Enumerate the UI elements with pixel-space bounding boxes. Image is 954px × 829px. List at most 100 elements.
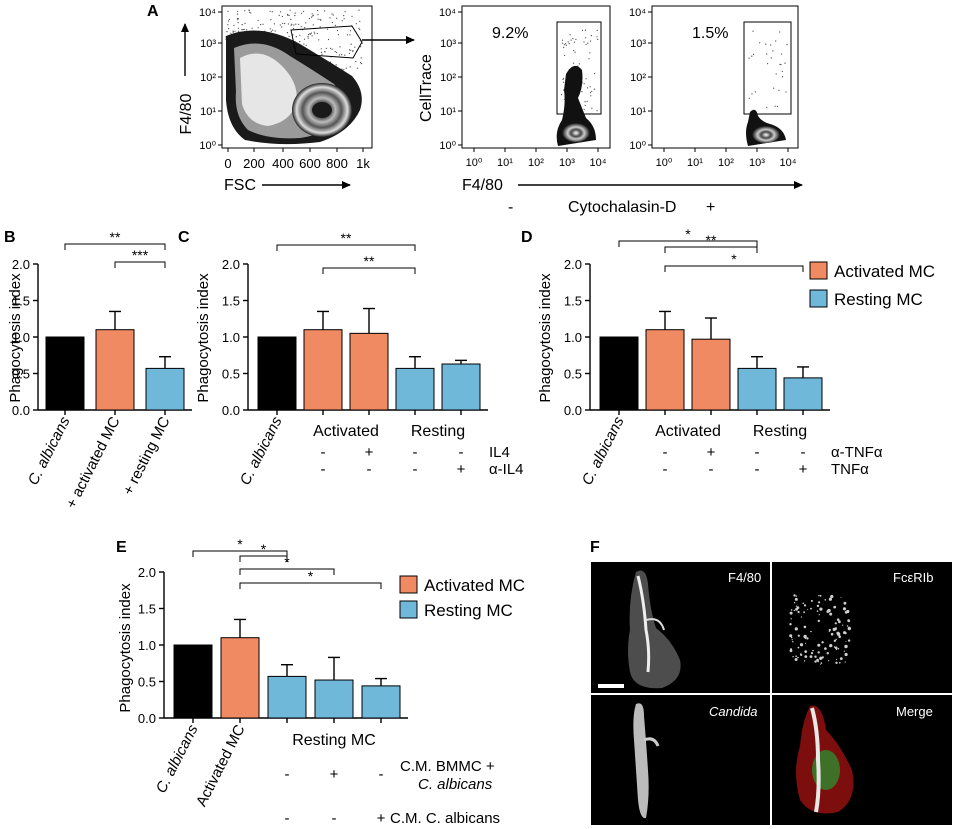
gate-polygon <box>290 25 363 59</box>
fceri-b-speckle <box>794 658 798 661</box>
significance-bracket <box>276 244 416 251</box>
fceri-b-speckle <box>799 643 804 647</box>
fceri-b-speckle <box>836 631 840 635</box>
fceri-b-speckle <box>800 616 803 618</box>
scatter-event <box>227 24 229 26</box>
scatter-event <box>324 51 326 53</box>
scatter-event <box>355 23 357 25</box>
fceri-b-speckle <box>789 634 793 638</box>
hist-event <box>563 81 565 83</box>
fceri-b-speckle <box>816 610 819 612</box>
fceri-b-speckle <box>806 637 809 640</box>
cytoD-label: Cytochalasin-D <box>568 199 676 216</box>
significance-label: * <box>308 568 314 584</box>
scatter-y-tick-label: 10¹ <box>200 106 216 118</box>
scatter-event <box>237 27 239 29</box>
hist-event <box>751 93 753 95</box>
scatter-event <box>358 27 360 29</box>
significance-label: ** <box>364 253 375 269</box>
x-label-resting: Resting <box>411 423 465 440</box>
fceri-b-speckle <box>803 634 807 639</box>
scatter-x-label: FSC <box>224 177 256 194</box>
hist-y-tick-label: 10³ <box>630 38 646 50</box>
hist-event <box>587 87 589 89</box>
scatter-event <box>237 22 239 24</box>
hist-event <box>785 91 787 93</box>
scatter-event <box>250 12 252 14</box>
hist-event <box>593 88 596 90</box>
scatter-event <box>272 29 274 31</box>
hist1-x-ticks: 10⁰ 10¹ 10² 10³ 10⁴ <box>466 148 607 169</box>
scatter-event <box>294 15 296 17</box>
y-tick-label: 1.0 <box>138 638 156 653</box>
scatter-event <box>230 32 232 34</box>
x-label-activated: Activated <box>313 423 379 440</box>
hist-event <box>765 43 767 45</box>
panel-label-c: C <box>178 229 190 246</box>
scatter-event <box>295 23 297 25</box>
scatter-event <box>308 18 310 20</box>
y-tick-label: 2.0 <box>222 257 240 272</box>
scatter-event <box>343 18 345 20</box>
fceri-b-speckle <box>835 648 838 651</box>
bar <box>691 338 731 411</box>
scatter-event <box>300 26 302 28</box>
panel-label-b: B <box>4 229 16 246</box>
hypha-branch-f4-80 <box>645 618 665 631</box>
y-tick-label: 2.0 <box>12 257 30 272</box>
fceri-b-speckle <box>793 594 796 597</box>
fceri-b-speckle <box>797 646 800 649</box>
row1-sign: - <box>321 444 326 461</box>
scatter-event <box>232 30 234 32</box>
hist1-core <box>562 122 590 142</box>
fceri-b-speckle <box>840 596 842 598</box>
scatter-event <box>336 51 338 54</box>
fceri-b-speckle <box>816 604 820 608</box>
density-peak <box>312 102 332 118</box>
hist-y-tick-label: 10² <box>440 72 456 84</box>
fceri-b-speckle <box>819 607 823 611</box>
hist-y-tick-label: 10⁴ <box>629 7 646 19</box>
legend-d-activated-swatch <box>809 261 828 280</box>
scatter-event <box>301 12 303 14</box>
fceri-b-speckle <box>847 626 851 631</box>
scatter-event <box>228 28 230 30</box>
scatter-event <box>310 32 312 34</box>
hist-event <box>754 91 757 93</box>
panel-a: A 10⁰ 10¹ 10² 10³ 10⁴ 0 200 400 600 800 1k F4/80 … <box>147 3 803 216</box>
scatter-event <box>360 57 362 59</box>
significance-label: * <box>685 226 691 242</box>
scatter-event <box>257 27 259 29</box>
scatter-event <box>232 31 234 33</box>
hist-event <box>594 73 596 75</box>
candida-hypha <box>633 703 649 819</box>
scatter-event <box>299 34 301 36</box>
fceri-b-speckle <box>846 625 849 627</box>
hist-event <box>573 50 575 52</box>
fceri-b-speckle <box>791 639 793 641</box>
fceri-b-speckle <box>797 634 800 637</box>
fceri-b-speckle <box>842 624 844 626</box>
row1-label: α-TNFα <box>831 444 883 461</box>
hist-event <box>585 43 587 46</box>
row1-label: IL4 <box>489 444 510 461</box>
hist-x-tick-label: 10¹ <box>687 157 703 169</box>
scatter-event <box>355 61 357 63</box>
scatter-event <box>269 10 271 12</box>
hist-event <box>589 52 591 54</box>
scatter-y-tick-label: 10³ <box>200 38 216 50</box>
significance-bracket <box>664 265 804 272</box>
scatter-x-tick-label: 200 <box>243 156 265 171</box>
hist-x-tick-label: 10⁰ <box>656 157 673 169</box>
hist-event <box>766 53 768 55</box>
fceri-b-speckle <box>794 597 798 601</box>
scatter-event <box>356 67 359 69</box>
scatter-event <box>274 30 276 32</box>
hist-event <box>775 73 777 75</box>
bar <box>395 367 435 411</box>
fceri-b-speckle <box>807 608 809 610</box>
micrograph-f4-80: F4/80 <box>598 570 761 689</box>
scatter-event <box>236 10 239 12</box>
fceri-b-speckle <box>804 655 808 658</box>
row2-sign: - <box>285 810 290 827</box>
